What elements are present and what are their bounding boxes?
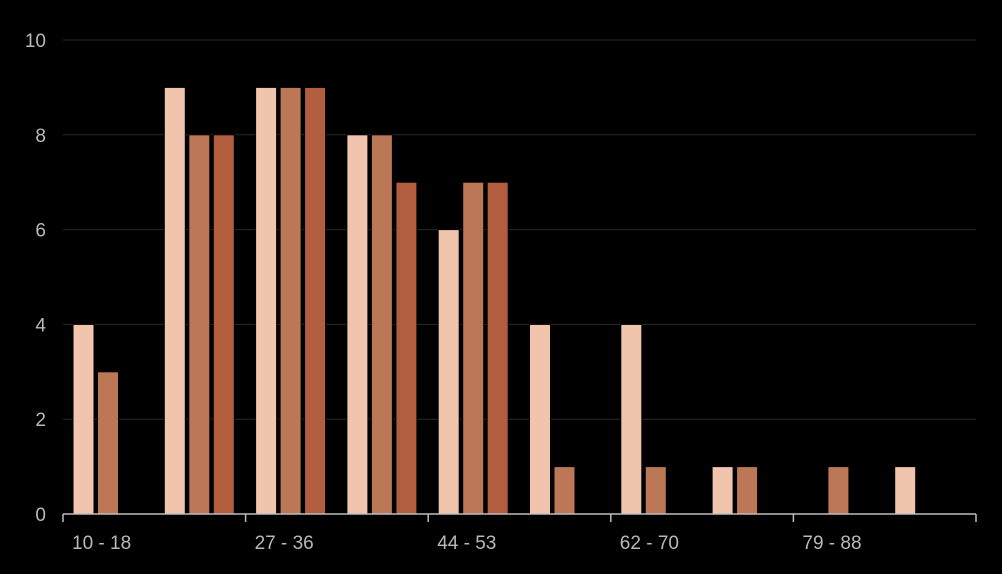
bar [644, 466, 667, 515]
bar [279, 86, 302, 515]
bar [370, 134, 393, 515]
y-tick-label: 10 [25, 31, 46, 52]
x-tick-label: 79 - 88 [802, 533, 861, 554]
x-tick-label: 44 - 53 [437, 533, 496, 554]
bar [711, 466, 734, 515]
bar [188, 134, 211, 515]
x-axis: 10 - 18 27 - 36 44 - 53 62 - 70 79 - 88 [62, 513, 977, 554]
bar [736, 466, 759, 515]
bar [620, 323, 643, 515]
y-tick-label: 0 [35, 505, 46, 526]
bar [72, 323, 95, 515]
y-axis-tick-labels: 0 2 4 6 8 10 [25, 31, 47, 526]
bar [894, 466, 917, 515]
x-tick-label: 62 - 70 [620, 533, 679, 554]
bar [437, 229, 460, 515]
bar [255, 86, 278, 515]
bar [346, 134, 369, 515]
bar [462, 181, 485, 515]
bar [486, 181, 509, 515]
bar [529, 323, 551, 515]
x-tick-label: 27 - 36 [255, 533, 314, 554]
x-tick-label: 10 - 18 [72, 533, 131, 554]
bar [395, 181, 418, 515]
y-tick-label: 6 [35, 221, 46, 242]
bar [97, 371, 119, 515]
y-tick-label: 4 [35, 315, 46, 336]
bar [304, 86, 327, 515]
bars [72, 86, 917, 515]
bar [553, 466, 576, 515]
bar [163, 86, 186, 515]
bar [212, 134, 235, 515]
y-tick-label: 2 [35, 410, 46, 431]
y-tick-label: 8 [35, 126, 46, 147]
bar [827, 466, 850, 515]
